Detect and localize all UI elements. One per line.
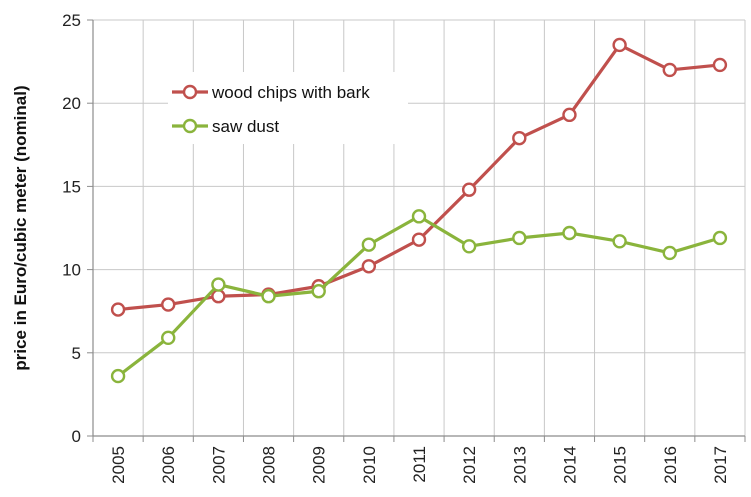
legend-entry-saw-dust: saw dust bbox=[172, 117, 279, 136]
y-tick-labels: 0 5 10 15 20 25 bbox=[62, 11, 81, 446]
x-tick-label: 2015 bbox=[611, 446, 630, 484]
x-tick-label: 2007 bbox=[209, 446, 228, 484]
data-point bbox=[161, 297, 176, 312]
x-tick-label: 2005 bbox=[109, 446, 128, 484]
data-point bbox=[662, 245, 677, 261]
data-point bbox=[161, 330, 176, 346]
data-point bbox=[562, 107, 577, 123]
series bbox=[110, 37, 728, 384]
data-point bbox=[411, 232, 427, 247]
y-tick-label: 25 bbox=[62, 11, 81, 30]
legend-entry-wood-chips: wood chips with bark bbox=[172, 83, 370, 102]
data-point bbox=[110, 368, 126, 384]
legend: wood chips with bark saw dust bbox=[168, 72, 408, 144]
data-point bbox=[411, 209, 427, 224]
x-tick-label: 2012 bbox=[460, 446, 479, 484]
legend-marker-saw-dust bbox=[182, 118, 198, 134]
data-point bbox=[461, 182, 477, 197]
legend-label-wood-chips: wood chips with bark bbox=[211, 83, 370, 102]
x-tick-label: 2016 bbox=[661, 446, 680, 484]
x-tick-label: 2014 bbox=[560, 446, 579, 484]
data-point bbox=[311, 284, 326, 299]
data-point bbox=[712, 230, 728, 246]
legend-box bbox=[168, 72, 408, 144]
y-tick-label: 15 bbox=[62, 177, 81, 196]
x-tick-label: 2011 bbox=[410, 446, 429, 483]
data-point bbox=[361, 259, 377, 274]
data-point bbox=[261, 289, 276, 304]
y-axis-label: price in Euro/cubic meter (nominal) bbox=[11, 85, 30, 370]
data-point bbox=[110, 302, 126, 317]
x-tick-label: 2010 bbox=[360, 446, 379, 484]
data-point bbox=[562, 225, 577, 241]
x-tick-label: 2008 bbox=[260, 446, 279, 484]
data-point bbox=[662, 62, 677, 78]
legend-marker-wood-chips bbox=[182, 84, 198, 100]
y-tick-label: 0 bbox=[72, 427, 81, 446]
x-tick-label: 2017 bbox=[711, 446, 730, 484]
x-tick-label: 2009 bbox=[310, 446, 329, 484]
data-point bbox=[712, 57, 728, 73]
data-point bbox=[211, 277, 226, 292]
data-point bbox=[512, 130, 527, 146]
data-point bbox=[361, 237, 377, 252]
x-tick-label: 2013 bbox=[510, 446, 529, 484]
y-tick-label: 10 bbox=[62, 261, 81, 280]
data-point bbox=[512, 230, 527, 246]
axes bbox=[87, 19, 746, 442]
legend-label-saw-dust: saw dust bbox=[212, 117, 279, 136]
data-point bbox=[211, 289, 226, 304]
data-point bbox=[461, 239, 477, 254]
y-tick-label: 20 bbox=[62, 94, 81, 113]
data-point bbox=[612, 37, 627, 53]
data-point bbox=[612, 234, 627, 249]
y-tick-label: 5 bbox=[72, 344, 81, 363]
x-tick-label: 2006 bbox=[159, 446, 178, 484]
x-tick-labels: 2005 2006 2007 2008 2009 2010 2011 2012 2013 2014… bbox=[109, 446, 730, 484]
